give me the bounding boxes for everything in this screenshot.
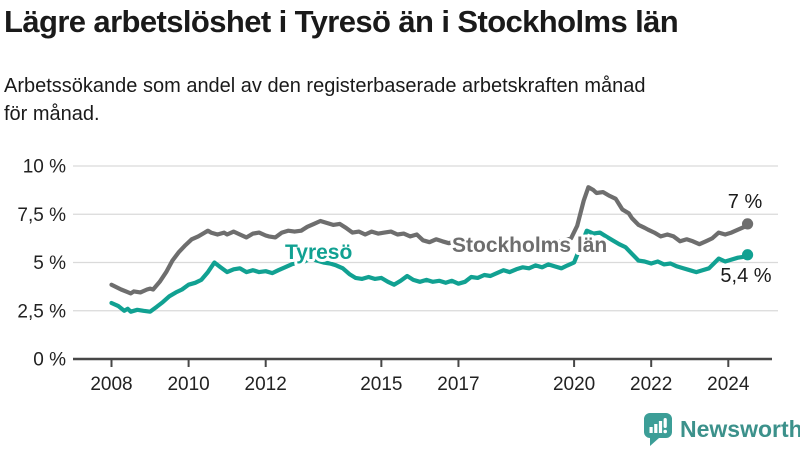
y-tick-label: 2,5 % [17,301,66,322]
y-tick-label: 5 % [33,253,66,274]
y-tick-label: 10 % [23,157,66,178]
x-tick-label: 2012 [245,374,287,395]
newsworthy-speech-bubble-bar-chart-icon [644,413,672,446]
x-tick-label: 2010 [167,374,209,395]
x-tick-label: 2024 [707,374,750,395]
end-value-label: 5,4 % [720,265,771,287]
x-tick-label: 2015 [360,374,402,395]
x-tick-label: 2008 [90,374,132,395]
series-endpoint-dot [741,249,754,261]
end-value-label: 7 % [728,191,763,213]
x-tick-label: 2017 [437,374,479,395]
series-label: Stockholms län [452,234,607,257]
y-tick-label: 0 % [33,350,66,371]
series-line-stockholms-län [109,185,750,296]
x-tick-label: 2022 [630,374,672,395]
x-tick-label: 2020 [553,374,595,395]
newsworthy-logo: Newsworthy [643,412,800,447]
series-label: Tyresö [285,241,352,264]
y-tick-label: 7,5 % [17,205,66,226]
chart-title: Lägre arbetslöshet i Tyresö än i Stockho… [4,4,679,39]
series-endpoint-dot [741,218,754,230]
newsworthy-wordmark: Newsworthy [680,416,800,442]
chart-subtitle: Arbetssökande som andel av den registerb… [4,75,646,125]
series-line-tyresö [109,228,750,314]
